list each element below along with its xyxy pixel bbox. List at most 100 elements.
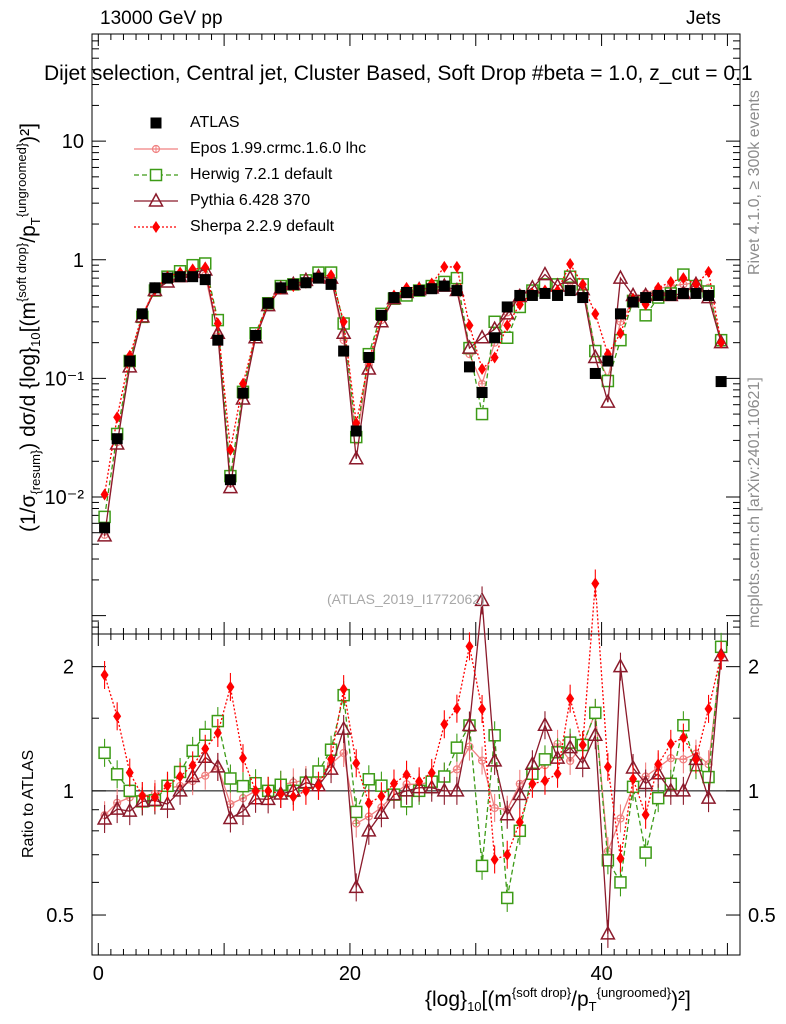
legend-item-herwig: Herwig 7.2.1 default: [132, 162, 366, 188]
data-point: [350, 425, 362, 437]
ratio-point: [213, 727, 222, 740]
ratio-point: [201, 771, 210, 780]
data-point: [477, 379, 487, 388]
y-tick-label-ratio: 0.5: [46, 905, 74, 927]
data-point: [489, 332, 501, 344]
ratio-point: [113, 710, 122, 723]
ratio-point: [589, 706, 602, 720]
ratio-point: [226, 680, 235, 693]
data-point: [552, 289, 564, 301]
ratio-point: [352, 757, 361, 770]
ratio-point: [423, 779, 440, 794]
data-point: [577, 292, 589, 304]
ratio-point: [603, 760, 612, 773]
ratio-point: [110, 768, 124, 781]
legend-item-pythia: Pythia 6.428 370: [132, 188, 366, 214]
data-point: [612, 269, 629, 284]
ratio-point: [503, 848, 512, 861]
data-point: [500, 331, 514, 345]
data-point: [564, 285, 576, 297]
legend-marker-atlas: [150, 117, 162, 129]
x-tick-label: 20: [339, 963, 361, 985]
data-point: [262, 297, 274, 309]
data-point: [537, 265, 553, 281]
ratio-point: [123, 784, 136, 798]
category-label: Jets: [686, 8, 721, 29]
data-point: [325, 278, 337, 290]
data-point: [222, 479, 239, 494]
ratio-point: [264, 784, 273, 797]
ratio-point: [314, 779, 323, 792]
ratio-point: [176, 770, 185, 783]
analysis-watermark: (ATLAS_2019_I1772062): [327, 591, 485, 607]
data-point: [100, 488, 109, 501]
data-point: [96, 527, 113, 542]
ratio-point: [465, 742, 474, 751]
ratio-point: [159, 795, 176, 810]
data-point: [715, 376, 727, 388]
ratio-point: [700, 789, 717, 804]
data-point: [300, 277, 312, 289]
series-line-1: [103, 273, 722, 535]
ratio-point: [398, 782, 415, 797]
ratio-point: [172, 782, 188, 797]
data-point: [287, 278, 299, 290]
ratio-point: [490, 803, 499, 813]
ratio-point: [488, 729, 501, 742]
data-point: [238, 377, 247, 390]
ratio-point: [235, 802, 251, 817]
data-point: [474, 329, 490, 344]
data-point: [361, 360, 377, 375]
data-point: [514, 289, 526, 301]
data-point: [499, 305, 515, 320]
data-point: [463, 361, 475, 373]
ratio-point: [210, 758, 226, 773]
ratio-point: [125, 766, 134, 779]
data-point: [250, 329, 262, 341]
ratio-point: [591, 577, 600, 590]
legend-marker-epos: [134, 144, 178, 154]
data-point: [614, 308, 626, 320]
ratio-line-3: [104, 600, 722, 934]
ratio-point: [600, 925, 616, 940]
data-point: [602, 355, 614, 367]
data-point: [161, 272, 173, 284]
data-point: [566, 258, 575, 271]
ratio-point: [654, 758, 663, 771]
ratio-point: [477, 756, 487, 765]
ratio-point: [450, 741, 464, 754]
ratio-point: [637, 774, 654, 790]
ratio-point: [675, 782, 692, 797]
data-point: [690, 287, 702, 299]
ratio-point: [335, 720, 352, 735]
legend-symbol: [148, 192, 164, 207]
data-point: [589, 367, 601, 379]
data-point: [149, 282, 161, 294]
y-tick-label-main: 10⁻²: [45, 487, 85, 509]
y-tick-label-ratio-right: 2: [748, 657, 759, 679]
ratio-point: [361, 822, 377, 837]
data-point: [717, 336, 726, 349]
y-tick-label-ratio: 1: [63, 781, 74, 803]
data-point: [465, 319, 474, 332]
ratio-point: [616, 814, 625, 823]
ratio-point: [121, 802, 138, 817]
data-point: [640, 292, 652, 304]
ratio-point: [323, 760, 339, 775]
ratio-point: [276, 787, 285, 800]
rivet-version-text: Rivet 4.1.0, ≥ 300k events: [746, 90, 763, 275]
ratio-point: [587, 726, 604, 742]
series-line-3: [103, 269, 722, 536]
data-point: [503, 319, 512, 332]
ratio-point: [553, 767, 562, 780]
x-axis-label: {log}10[(m{soft drop}/pT{ungroomed})²]: [425, 985, 691, 1014]
ratio-point: [138, 790, 147, 803]
ratio-frame: [91, 633, 741, 956]
ratio-point: [641, 808, 650, 821]
ratio-point: [475, 859, 489, 873]
y-tick-label-main: 10: [62, 131, 84, 153]
data-point: [413, 285, 425, 297]
ratio-point: [704, 702, 713, 715]
ratio-point: [222, 809, 239, 825]
data-point: [136, 308, 148, 320]
